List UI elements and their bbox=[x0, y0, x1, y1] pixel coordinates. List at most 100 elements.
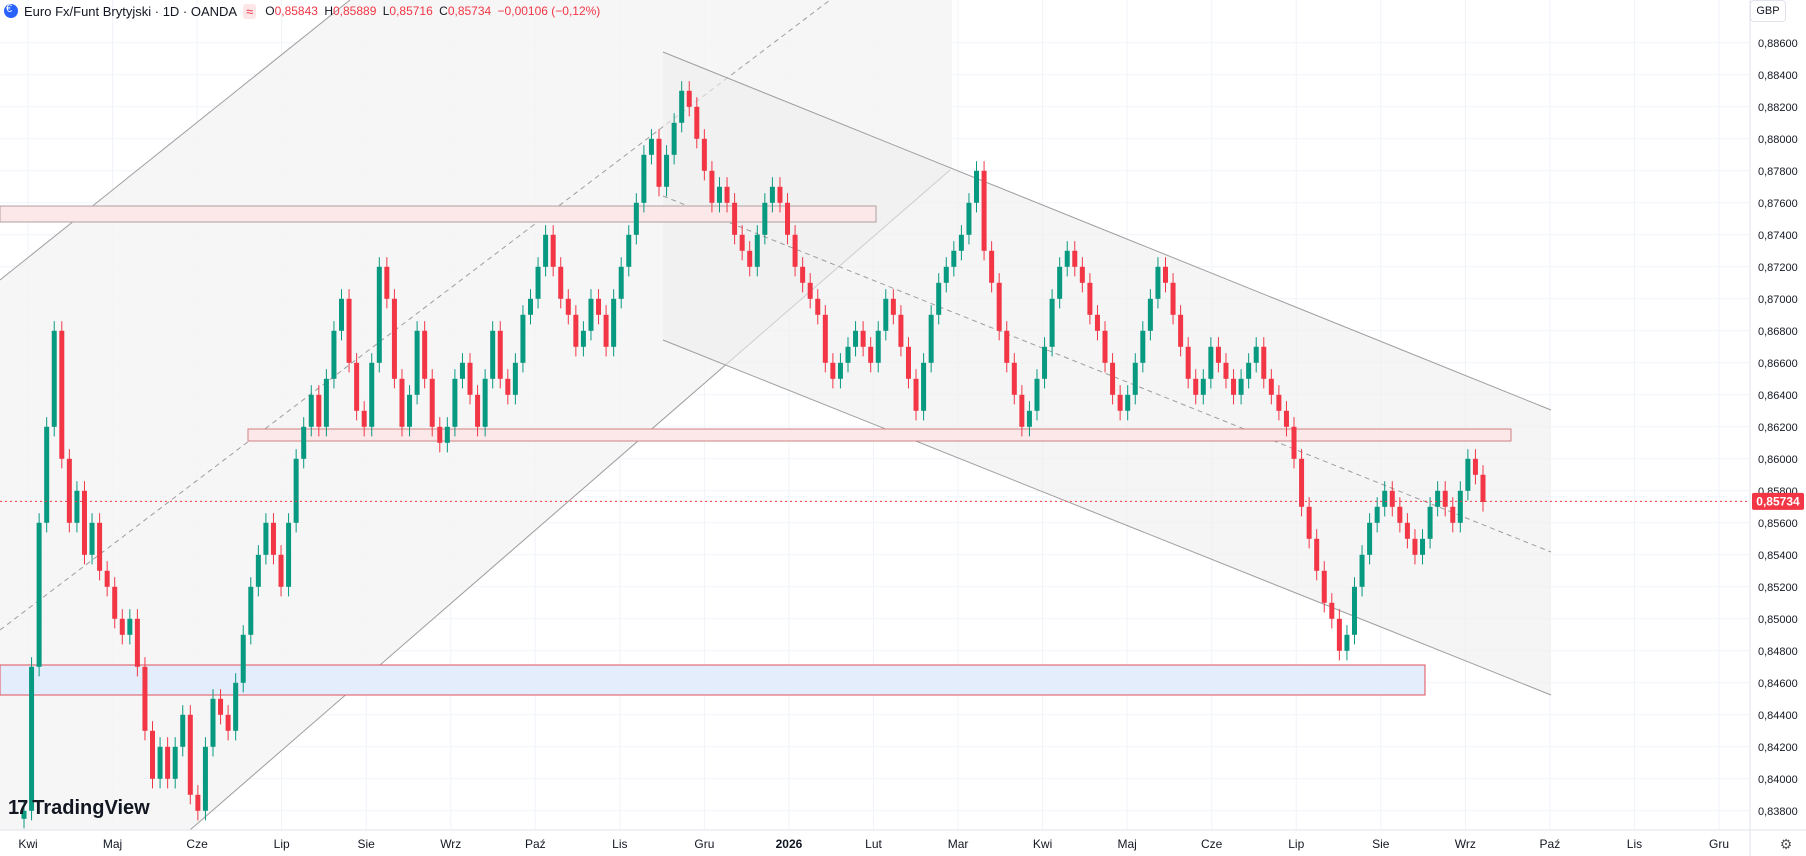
candle-body bbox=[1223, 362, 1229, 379]
candle-body bbox=[263, 522, 269, 555]
price-tick-label: 0,86400 bbox=[1758, 390, 1798, 402]
settings-gear-icon[interactable]: ⚙ bbox=[1779, 835, 1793, 852]
euro-flag-icon bbox=[4, 3, 18, 18]
price-tick-label: 0,87600 bbox=[1758, 198, 1798, 210]
candle-body bbox=[626, 234, 632, 267]
time-tick-label: Maj bbox=[103, 837, 122, 851]
candle-body bbox=[346, 298, 352, 363]
candle-body bbox=[1079, 266, 1085, 283]
ascending-channel-upper-line bbox=[0, 0, 351, 281]
time-tick-label: Sie bbox=[1372, 837, 1390, 851]
support-zone-lower bbox=[0, 664, 1426, 696]
symbol-title[interactable]: Euro Fx/Funt Brytyjski · 1D · OANDA bbox=[24, 3, 238, 19]
candle-body bbox=[769, 186, 775, 203]
candle-body bbox=[701, 138, 707, 171]
candle-body bbox=[1397, 506, 1403, 523]
candle-body bbox=[1238, 378, 1244, 395]
candle-body bbox=[1155, 266, 1161, 299]
symbol-legend: Euro Fx/Funt Brytyjski · 1D · OANDA ≈ O0… bbox=[4, 1, 600, 21]
tradingview-logo[interactable]: 17 TradingView bbox=[8, 795, 150, 821]
candle-body bbox=[898, 314, 904, 347]
ohlc-low-value: 0,85716 bbox=[389, 4, 433, 18]
candle-body bbox=[36, 522, 42, 667]
candle-body bbox=[437, 426, 443, 443]
candle-body bbox=[210, 698, 216, 747]
price-tick-label: 0,85200 bbox=[1758, 582, 1798, 594]
candle-body bbox=[1004, 330, 1010, 363]
price-tick-label: 0,86200 bbox=[1758, 422, 1798, 434]
time-tick-label: Gru bbox=[694, 837, 714, 851]
candle-body bbox=[716, 186, 722, 203]
candle-body bbox=[301, 426, 307, 459]
candle-body bbox=[1215, 346, 1221, 363]
time-tick-label: Gru bbox=[1709, 837, 1729, 851]
candle-body bbox=[218, 698, 224, 715]
price-tick-label: 0,87000 bbox=[1758, 294, 1798, 306]
candle-body bbox=[1125, 394, 1131, 411]
candle-body bbox=[1435, 490, 1441, 507]
candle-body bbox=[822, 314, 828, 363]
candle-body bbox=[1268, 378, 1274, 395]
candle-body bbox=[142, 666, 148, 731]
candle-body bbox=[550, 234, 556, 267]
candle-body bbox=[1049, 298, 1055, 347]
candle-body bbox=[1140, 330, 1146, 363]
candle-body bbox=[807, 282, 813, 299]
candle-body bbox=[966, 202, 972, 235]
last-price-tag: 0,85734 bbox=[1752, 492, 1804, 510]
candle-body bbox=[89, 522, 95, 555]
candle-body bbox=[444, 426, 450, 443]
price-tick-label: 0,88600 bbox=[1758, 38, 1798, 50]
candle-body bbox=[565, 298, 571, 315]
candle-body bbox=[1102, 330, 1108, 363]
price-tick-label: 0,87800 bbox=[1758, 166, 1798, 178]
candle-body bbox=[724, 186, 730, 203]
candle-body bbox=[490, 330, 496, 379]
resistance-zone-middle bbox=[247, 428, 1512, 442]
ohlc-change-value: −0,00106 (−0,12%) bbox=[497, 4, 601, 18]
time-axis[interactable]: Kwi Maj Cze Lip Sie Wrz Paź Lis Gru 2026 Lut Mar Kwi… bbox=[18, 837, 1729, 851]
candle-body bbox=[596, 298, 602, 315]
candle-body bbox=[709, 170, 715, 203]
candle-body bbox=[1087, 282, 1093, 315]
price-tick-label: 0,85400 bbox=[1758, 550, 1798, 562]
candle-body bbox=[1034, 378, 1040, 411]
candle-body bbox=[936, 282, 942, 315]
candle-body bbox=[1404, 522, 1410, 539]
candle-body bbox=[558, 266, 564, 299]
candle-body bbox=[883, 298, 889, 331]
currency-button[interactable]: GBP bbox=[1750, 0, 1786, 22]
price-axis[interactable]: 0,88600 0,88400 0,88200 0,88000 0,87800 0,876… bbox=[1758, 38, 1798, 818]
candle-body bbox=[958, 234, 964, 251]
candle-body bbox=[361, 410, 367, 427]
candle-body bbox=[800, 266, 806, 283]
price-tick-label: 0,83800 bbox=[1758, 806, 1798, 818]
candle-body bbox=[1344, 634, 1350, 651]
candle-body bbox=[868, 346, 874, 363]
candle-body bbox=[202, 746, 208, 811]
candle-body bbox=[520, 314, 526, 363]
candle-body bbox=[785, 202, 791, 235]
time-tick-label: Mar bbox=[948, 837, 969, 851]
candle-body bbox=[369, 362, 375, 427]
candle-body bbox=[989, 250, 995, 283]
candle-body bbox=[739, 234, 745, 251]
candle-body bbox=[270, 522, 276, 555]
candle-body bbox=[905, 346, 911, 379]
candle-body bbox=[1057, 266, 1063, 299]
price-tick-label: 0,84400 bbox=[1758, 710, 1798, 722]
candle-body bbox=[928, 314, 934, 363]
time-tick-label: Lut bbox=[865, 837, 882, 851]
ohlc-values: O0,85843 H0,85889 L0,85716 C0,85734 −0,0… bbox=[262, 4, 600, 18]
candle-body bbox=[323, 378, 329, 427]
candle-body bbox=[354, 362, 360, 411]
price-tick-label: 0,85000 bbox=[1758, 614, 1798, 626]
candle-body bbox=[921, 362, 927, 411]
resistance-zone-upper bbox=[0, 205, 877, 223]
candle-body bbox=[225, 714, 231, 731]
wave-icon[interactable]: ≈ bbox=[243, 3, 257, 19]
candle-body bbox=[233, 682, 239, 731]
candle-body bbox=[1170, 282, 1176, 315]
descending-channel-lower-line bbox=[662, 339, 1552, 696]
